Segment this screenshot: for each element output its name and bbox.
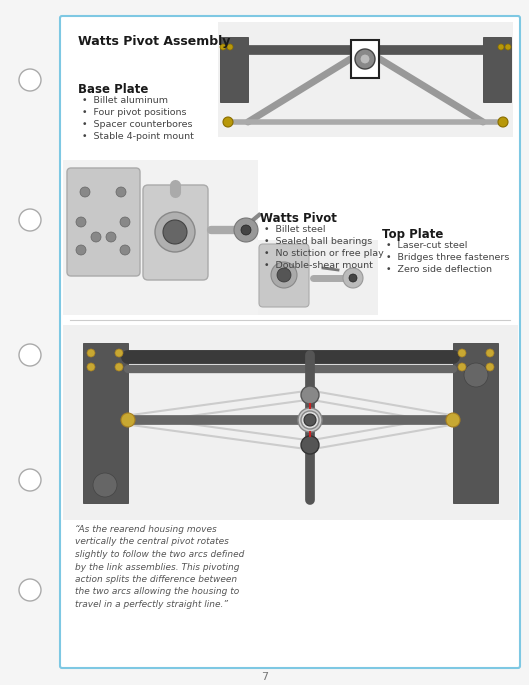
Circle shape xyxy=(458,349,466,357)
Circle shape xyxy=(80,187,90,197)
Circle shape xyxy=(458,363,466,371)
Text: •  Four pivot positions: • Four pivot positions xyxy=(82,108,187,117)
Circle shape xyxy=(486,363,494,371)
Circle shape xyxy=(115,349,123,357)
Circle shape xyxy=(227,44,233,50)
Bar xyxy=(218,22,513,137)
Bar xyxy=(258,240,378,315)
Circle shape xyxy=(121,413,135,427)
Circle shape xyxy=(360,54,370,64)
FancyBboxPatch shape xyxy=(67,168,140,276)
Circle shape xyxy=(19,69,41,91)
Bar xyxy=(453,343,498,503)
Circle shape xyxy=(464,363,488,387)
Text: •  Stable 4-point mount: • Stable 4-point mount xyxy=(82,132,194,141)
Circle shape xyxy=(19,579,41,601)
Circle shape xyxy=(355,49,375,69)
Text: 7: 7 xyxy=(261,672,268,682)
Circle shape xyxy=(505,44,511,50)
FancyBboxPatch shape xyxy=(259,244,309,307)
Circle shape xyxy=(223,117,233,127)
Text: •  Double-shear mount: • Double-shear mount xyxy=(264,261,373,270)
Circle shape xyxy=(106,232,116,242)
Circle shape xyxy=(301,436,319,454)
Circle shape xyxy=(277,268,291,282)
Circle shape xyxy=(116,187,126,197)
Text: Top Plate: Top Plate xyxy=(382,228,443,241)
Text: Watts Pivot Assembly: Watts Pivot Assembly xyxy=(78,35,230,48)
Circle shape xyxy=(298,408,322,432)
Circle shape xyxy=(163,220,187,244)
Circle shape xyxy=(76,245,86,255)
Circle shape xyxy=(301,411,319,429)
Circle shape xyxy=(115,363,123,371)
Circle shape xyxy=(343,268,363,288)
Text: •  Spacer counterbores: • Spacer counterbores xyxy=(82,120,193,129)
FancyBboxPatch shape xyxy=(60,16,520,668)
Circle shape xyxy=(486,349,494,357)
Bar xyxy=(63,325,518,520)
Circle shape xyxy=(271,262,297,288)
Text: •  Sealed ball bearings: • Sealed ball bearings xyxy=(264,237,372,246)
Circle shape xyxy=(19,209,41,231)
Text: •  Bridges three fasteners: • Bridges three fasteners xyxy=(386,253,509,262)
Circle shape xyxy=(93,473,117,497)
Text: •  Laser-cut steel: • Laser-cut steel xyxy=(386,241,468,250)
Circle shape xyxy=(349,274,357,282)
Text: Base Plate: Base Plate xyxy=(78,83,148,96)
Text: •  Billet aluminum: • Billet aluminum xyxy=(82,96,168,105)
Circle shape xyxy=(87,349,95,357)
Circle shape xyxy=(155,212,195,252)
Circle shape xyxy=(19,469,41,491)
Circle shape xyxy=(120,245,130,255)
Circle shape xyxy=(120,217,130,227)
Circle shape xyxy=(304,414,316,426)
Text: •  Billet steel: • Billet steel xyxy=(264,225,325,234)
Circle shape xyxy=(91,232,101,242)
Text: •  Zero side deflection: • Zero side deflection xyxy=(386,265,492,274)
Circle shape xyxy=(87,363,95,371)
Bar xyxy=(483,37,511,102)
Bar xyxy=(83,343,128,503)
Text: •  No stiction or free play: • No stiction or free play xyxy=(264,249,384,258)
Circle shape xyxy=(19,344,41,366)
Circle shape xyxy=(76,217,86,227)
Bar xyxy=(63,160,258,315)
Bar xyxy=(351,40,379,78)
Circle shape xyxy=(498,117,508,127)
Circle shape xyxy=(220,44,226,50)
Circle shape xyxy=(498,44,504,50)
FancyBboxPatch shape xyxy=(143,185,208,280)
Circle shape xyxy=(234,218,258,242)
Bar xyxy=(220,37,248,102)
Circle shape xyxy=(446,413,460,427)
Circle shape xyxy=(301,386,319,404)
Text: “As the rearend housing moves
vertically the central pivot rotates
slightly to f: “As the rearend housing moves vertically… xyxy=(75,525,244,609)
Text: Watts Pivot: Watts Pivot xyxy=(260,212,337,225)
Circle shape xyxy=(241,225,251,235)
